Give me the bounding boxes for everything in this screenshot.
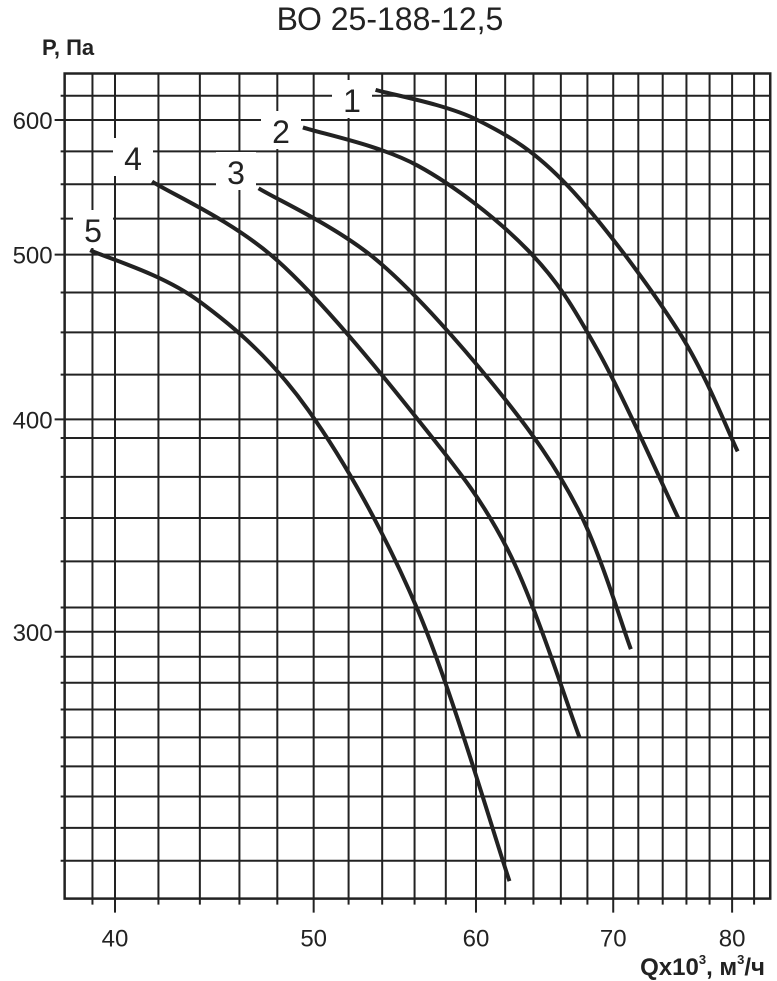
curve-label-background	[113, 138, 153, 176]
y-tick-label: 400	[13, 407, 53, 434]
curve-label-background	[73, 210, 113, 248]
x-tick-label: 80	[719, 926, 746, 953]
curves	[89, 87, 740, 882]
curve-label-3: 3	[227, 155, 245, 191]
x-tick-label: 40	[102, 926, 129, 953]
x-axis-label: Qx103, м3/ч	[640, 952, 765, 981]
curve-labels: 1 23 45	[73, 80, 372, 249]
plot-frame	[63, 72, 772, 900]
curve-label-background	[261, 111, 301, 149]
y-tick-label: 500	[13, 243, 53, 270]
curve-5	[89, 248, 512, 882]
y-tick-label: 600	[13, 108, 53, 135]
curve-label-5: 5	[84, 213, 102, 249]
curve-4	[150, 179, 582, 739]
curve-3	[257, 186, 633, 650]
x-tick-label: 70	[600, 926, 627, 953]
grid	[54, 72, 772, 913]
curve-label-background	[332, 80, 372, 118]
axis-ticks: 40 50 60 70 80 300 400 500 600	[13, 108, 746, 953]
y-tick-label: 300	[13, 620, 53, 647]
curve-label-1: 1	[343, 83, 361, 119]
x-tick-label: 50	[300, 926, 327, 953]
curve-label-background	[216, 152, 256, 190]
chart-title: ВО 25-188-12,5	[277, 1, 504, 37]
x-tick-label: 60	[463, 926, 490, 953]
curve-1	[374, 87, 740, 453]
y-axis-label: P, Па	[42, 35, 95, 60]
curve-label-2: 2	[272, 114, 290, 150]
curve-2	[302, 125, 681, 519]
curve-label-4: 4	[124, 141, 142, 177]
